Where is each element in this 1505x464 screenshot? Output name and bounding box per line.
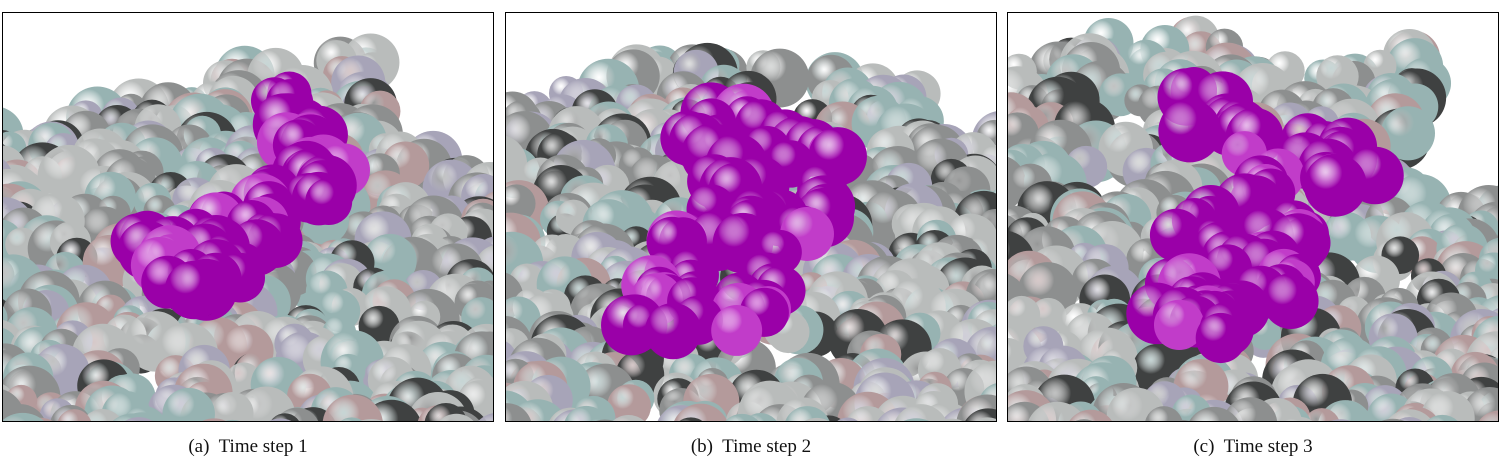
- atom: [1355, 418, 1380, 421]
- molecule-render-a: [3, 33, 493, 421]
- caption-c: (c) Time step 3: [1007, 436, 1499, 458]
- atom: [1380, 106, 1436, 161]
- highlight-atom: [1149, 208, 1203, 262]
- atom: [1330, 419, 1351, 421]
- highlight-atom: [711, 304, 763, 356]
- atom: [506, 403, 532, 421]
- atom: [1189, 406, 1239, 421]
- highlight-atom: [1303, 153, 1367, 217]
- atom: [725, 413, 759, 421]
- atom: [679, 417, 703, 421]
- atom: [1028, 401, 1087, 421]
- atom: [674, 403, 728, 421]
- atom: [612, 415, 645, 421]
- caption-a-text: Time step 1: [218, 436, 308, 457]
- atom: [1172, 419, 1190, 421]
- atom: [57, 409, 91, 421]
- highlight-atom: [1153, 299, 1205, 351]
- panel-a-render: [2, 12, 494, 422]
- caption-a-label: (a): [188, 436, 210, 457]
- atom: [1145, 406, 1183, 421]
- highlight-atom: [164, 260, 224, 320]
- atom: [607, 384, 651, 421]
- atom: [564, 405, 608, 421]
- atom: [125, 417, 153, 421]
- atom: [785, 406, 830, 421]
- atom: [596, 419, 614, 421]
- atom: [1396, 417, 1423, 421]
- caption-c-text: Time step 3: [1223, 436, 1313, 457]
- atom: [269, 418, 292, 421]
- atom: [1069, 409, 1112, 421]
- atom: [1420, 391, 1475, 421]
- highlight-atom: [644, 302, 702, 360]
- atom: [360, 419, 383, 421]
- atom: [225, 419, 240, 421]
- atom: [804, 417, 829, 421]
- caption-b: (b) Time step 2: [505, 436, 997, 458]
- highlight-atom: [1158, 99, 1222, 163]
- atom: [1284, 416, 1313, 421]
- atom: [1008, 295, 1041, 334]
- molecule-render-c: [1008, 15, 1498, 421]
- atom: [1222, 397, 1278, 421]
- atom: [1029, 297, 1067, 335]
- caption-a: (a) Time step 1: [2, 436, 494, 458]
- atom: [845, 406, 891, 421]
- highlight-atom: [1195, 312, 1246, 364]
- atom: [439, 413, 474, 421]
- caption-c-label: (c): [1193, 436, 1215, 457]
- atom: [202, 418, 226, 421]
- atom: [82, 409, 123, 421]
- atom: [211, 391, 254, 421]
- atom: [1426, 414, 1458, 421]
- highlight-atom: [1262, 273, 1319, 329]
- molecule-render-b: [506, 42, 996, 421]
- atom: [903, 418, 930, 421]
- caption-b-text: Time step 2: [722, 436, 812, 457]
- atom: [341, 417, 363, 421]
- atom: [940, 418, 963, 421]
- atom: [3, 412, 44, 421]
- atom: [1381, 418, 1405, 421]
- atom: [1304, 408, 1340, 421]
- atom: [1386, 409, 1433, 421]
- atom: [894, 404, 947, 421]
- atom: [162, 387, 215, 421]
- atom: [837, 417, 858, 421]
- atom: [1075, 419, 1093, 421]
- caption-b-label: (b): [690, 436, 713, 457]
- atom: [322, 394, 383, 421]
- panel-b-render: [505, 12, 997, 422]
- highlight-atom: [305, 178, 353, 226]
- atom: [974, 417, 996, 421]
- panel-c-render: [1007, 12, 1499, 422]
- atom: [478, 412, 493, 421]
- atom: [1478, 410, 1498, 421]
